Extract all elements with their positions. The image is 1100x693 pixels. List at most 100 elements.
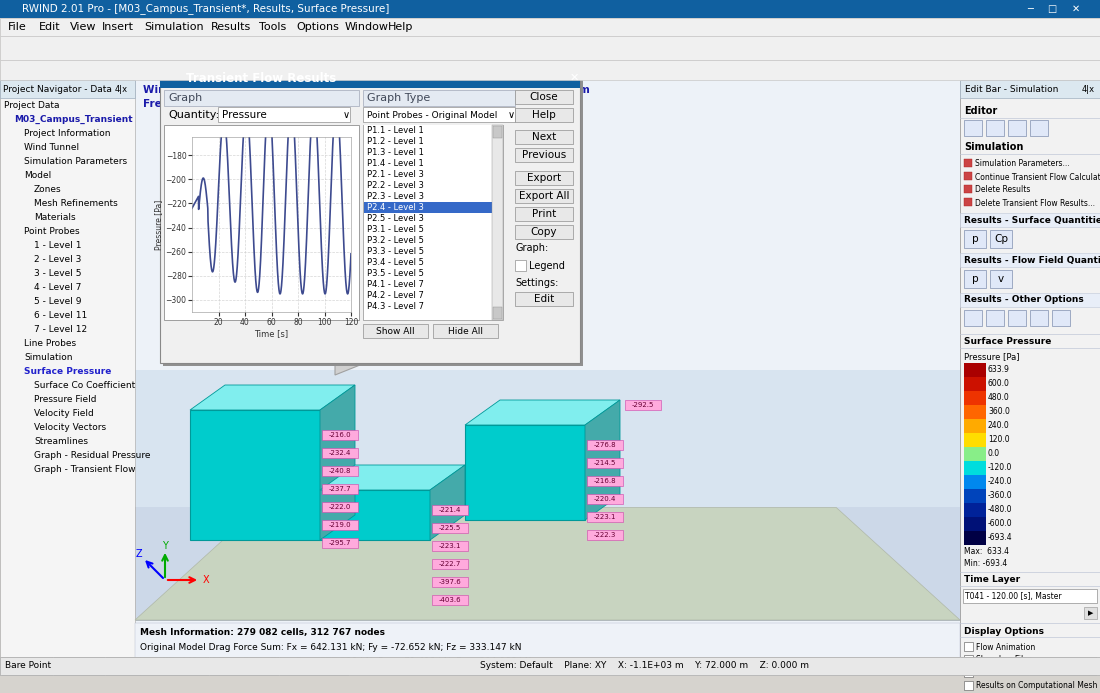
FancyBboxPatch shape <box>432 577 468 587</box>
FancyBboxPatch shape <box>964 310 982 326</box>
Text: ∨: ∨ <box>342 110 350 120</box>
Text: 6 - Level 11: 6 - Level 11 <box>34 310 87 319</box>
Text: Surface Pressure: Surface Pressure <box>964 337 1052 346</box>
FancyBboxPatch shape <box>0 0 1100 18</box>
FancyBboxPatch shape <box>433 324 498 338</box>
Text: Line Probes: Line Probes <box>24 338 76 347</box>
Text: Graph Type: Graph Type <box>367 93 430 103</box>
FancyBboxPatch shape <box>280 657 348 675</box>
Text: Time Layer: Time Layer <box>964 575 1020 584</box>
Text: Simulation Parameters: Simulation Parameters <box>24 157 128 166</box>
Text: Flow Animation: Flow Animation <box>976 642 1035 651</box>
FancyBboxPatch shape <box>364 125 492 136</box>
Text: Results - Flow Field Quantities: Results - Flow Field Quantities <box>964 256 1100 265</box>
FancyBboxPatch shape <box>515 189 573 203</box>
Text: Streamlines: Streamlines <box>34 437 88 446</box>
FancyBboxPatch shape <box>0 18 1100 36</box>
Text: -223.1: -223.1 <box>594 514 616 520</box>
Text: Help: Help <box>532 110 556 120</box>
Text: 0.0: 0.0 <box>988 450 1000 459</box>
Text: Mesh Refinements: Mesh Refinements <box>34 198 118 207</box>
Text: Export: Export <box>527 173 561 183</box>
Polygon shape <box>465 400 620 425</box>
Text: Pressure Field: Pressure Field <box>34 394 97 403</box>
Text: -225.5: -225.5 <box>439 525 461 531</box>
FancyBboxPatch shape <box>320 490 430 540</box>
FancyBboxPatch shape <box>106 657 156 675</box>
FancyBboxPatch shape <box>0 60 1100 80</box>
Text: 7 - Level 12: 7 - Level 12 <box>34 324 87 333</box>
Text: Point Probes: Point Probes <box>24 227 79 236</box>
Text: -223.1: -223.1 <box>439 543 461 549</box>
FancyBboxPatch shape <box>364 268 492 279</box>
Text: -480.0: -480.0 <box>988 505 1012 514</box>
Text: Results on Computational Mesh: Results on Computational Mesh <box>976 681 1098 690</box>
Text: P3.3 - Level 5: P3.3 - Level 5 <box>367 247 424 256</box>
Text: Original Model Drag Force Sum: Fx = 642.131 kN; Fy = -72.652 kN; Fz = 333.147 kN: Original Model Drag Force Sum: Fx = 642.… <box>140 642 521 651</box>
Text: Edit: Edit <box>534 294 554 304</box>
Polygon shape <box>585 400 620 520</box>
Text: -292.5: -292.5 <box>631 402 654 408</box>
FancyBboxPatch shape <box>364 224 492 235</box>
FancyBboxPatch shape <box>432 595 468 605</box>
FancyBboxPatch shape <box>322 484 358 494</box>
Text: P4.3 - Level 7: P4.3 - Level 7 <box>367 302 424 311</box>
FancyBboxPatch shape <box>364 202 492 213</box>
FancyBboxPatch shape <box>218 107 350 122</box>
FancyBboxPatch shape <box>964 120 982 136</box>
FancyBboxPatch shape <box>960 253 1100 267</box>
Text: 2 - Level 3: 2 - Level 3 <box>34 254 81 263</box>
Text: -403.6: -403.6 <box>439 597 461 603</box>
FancyBboxPatch shape <box>964 363 986 377</box>
Text: Quantity:: Quantity: <box>168 110 219 120</box>
FancyBboxPatch shape <box>0 657 1100 675</box>
Text: 480.0: 480.0 <box>988 394 1010 403</box>
FancyBboxPatch shape <box>0 80 135 675</box>
FancyBboxPatch shape <box>515 207 573 221</box>
Text: Show Transient Results: Show Transient Results <box>976 669 1065 678</box>
Text: Show All: Show All <box>376 326 415 335</box>
Text: Cp: Cp <box>994 234 1008 244</box>
Text: View: View <box>70 22 97 32</box>
FancyBboxPatch shape <box>960 80 1100 98</box>
Text: -222.3: -222.3 <box>594 532 616 538</box>
Text: Y: Y <box>162 541 168 551</box>
FancyBboxPatch shape <box>962 589 1097 603</box>
FancyBboxPatch shape <box>0 657 1100 675</box>
Text: Bare Point: Bare Point <box>6 662 51 671</box>
FancyBboxPatch shape <box>140 657 208 675</box>
X-axis label: Time [s]: Time [s] <box>254 329 288 338</box>
FancyBboxPatch shape <box>1030 310 1048 326</box>
FancyBboxPatch shape <box>364 169 492 180</box>
Text: Model: Model <box>160 661 188 671</box>
Text: X: X <box>204 575 210 585</box>
Text: Materials: Materials <box>34 213 76 222</box>
Text: Graph:: Graph: <box>515 243 548 253</box>
FancyBboxPatch shape <box>587 476 623 486</box>
FancyBboxPatch shape <box>0 80 135 98</box>
FancyBboxPatch shape <box>322 520 358 530</box>
Text: Surface Co Coefficient: Surface Co Coefficient <box>34 380 135 389</box>
Text: P1.2 - Level 1: P1.2 - Level 1 <box>367 137 424 146</box>
FancyBboxPatch shape <box>1008 120 1026 136</box>
Text: Window: Window <box>344 22 388 32</box>
FancyBboxPatch shape <box>964 377 986 391</box>
Text: 240.0: 240.0 <box>988 421 1010 430</box>
Text: RWIND 2.01 Pro - [M03_Campus_Transient*, Results, Surface Pressure]: RWIND 2.01 Pro - [M03_Campus_Transient*,… <box>22 3 389 15</box>
Text: Free Stream Velocity: 30 m/s: Free Stream Velocity: 30 m/s <box>143 99 312 109</box>
Text: ✓: ✓ <box>965 669 971 678</box>
Text: Settings:: Settings: <box>515 278 559 288</box>
FancyBboxPatch shape <box>163 71 583 366</box>
FancyBboxPatch shape <box>364 213 492 224</box>
Text: -219.0: -219.0 <box>329 522 351 528</box>
FancyBboxPatch shape <box>964 433 986 447</box>
Text: P4.2 - Level 7: P4.2 - Level 7 <box>367 291 424 300</box>
Text: Project Information: Project Information <box>24 128 110 137</box>
Text: p: p <box>971 274 978 284</box>
FancyBboxPatch shape <box>364 180 492 191</box>
Text: 3 - Level 5: 3 - Level 5 <box>34 268 81 277</box>
Text: -360.0: -360.0 <box>988 491 1013 500</box>
FancyBboxPatch shape <box>493 307 502 319</box>
Text: Edit Bar - Simulation: Edit Bar - Simulation <box>965 85 1058 94</box>
FancyBboxPatch shape <box>2 657 52 675</box>
